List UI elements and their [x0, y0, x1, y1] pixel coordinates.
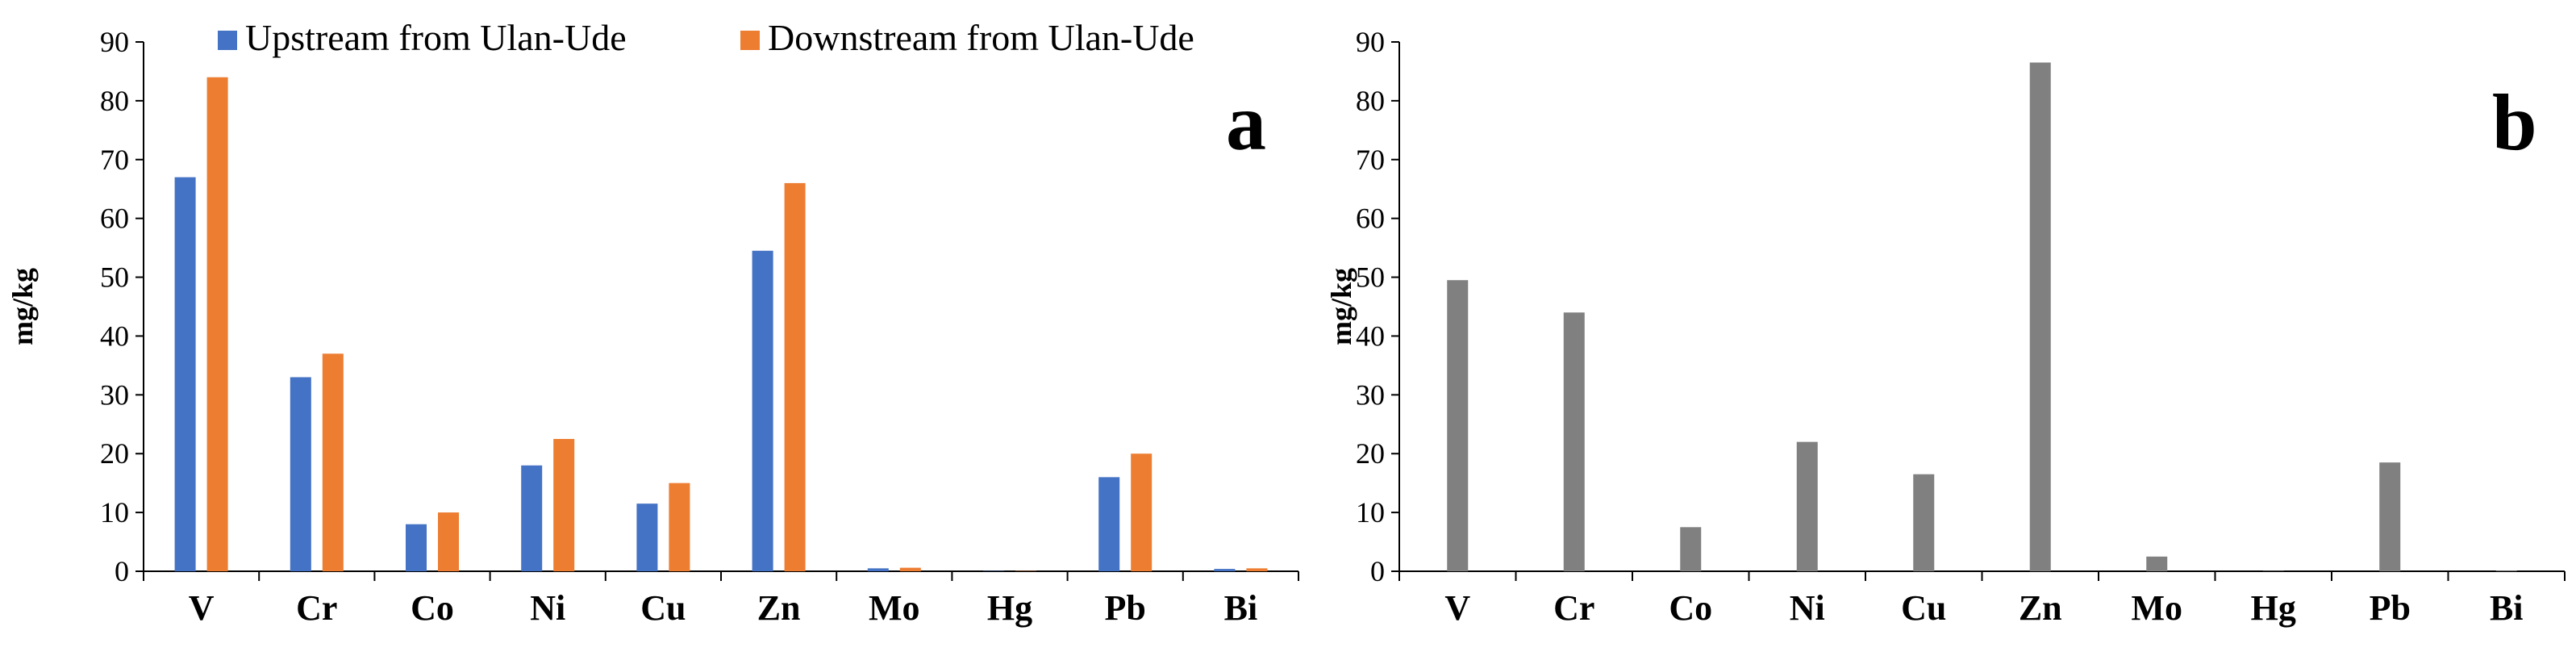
x-category-label: Hg	[987, 588, 1032, 628]
x-category-label: V	[1444, 588, 1470, 628]
bar-mo-series-1	[2146, 556, 2168, 571]
bar-bi-series-1	[1214, 569, 1236, 571]
y-tick-label: 70	[100, 144, 129, 176]
y-tick-label: 60	[100, 203, 129, 235]
y-axis-label: mg/kg	[6, 268, 39, 345]
y-tick-label: 0	[115, 555, 129, 587]
y-tick-label: 80	[100, 85, 129, 117]
x-category-label: Mo	[869, 588, 920, 628]
legend-label: Downstream from Ulan-Ude	[768, 17, 1194, 58]
y-tick-label: 80	[1356, 85, 1385, 117]
x-category-label: Cu	[640, 588, 686, 628]
y-tick-label: 30	[1356, 378, 1385, 411]
bar-cr-series-2	[322, 353, 344, 571]
bar-v-series-1	[174, 177, 196, 571]
bar-co-series-2	[438, 512, 459, 571]
bar-pb-series-1	[1098, 477, 1120, 571]
bar-ni-series-1	[1796, 441, 1818, 571]
x-category-label: Zn	[2019, 588, 2062, 628]
bar-zn-series-1	[2029, 62, 2051, 571]
bar-mo-series-2	[899, 567, 921, 571]
x-category-label: Co	[1669, 588, 1712, 628]
y-tick-label: 90	[100, 26, 129, 58]
panel-label: a	[1226, 77, 1266, 167]
bar-bi-series-1	[2495, 570, 2517, 571]
chart-panel-a: 0 10 20 30 40 50 60 70 80 90 V Cr Co Ni Cu Zn Mo Hg Pb Bi mg…	[6, 17, 1299, 628]
x-category-label: Zn	[757, 588, 801, 628]
bar-cu-series-1	[1913, 474, 1935, 571]
x-category-label: Bi	[2490, 588, 2524, 628]
y-tick-label: 70	[1356, 144, 1385, 176]
bar-v-series-1	[1447, 280, 1469, 571]
y-tick-label: 20	[1356, 437, 1385, 470]
bar-ni-series-2	[553, 439, 575, 571]
x-category-label: Pb	[2370, 588, 2411, 628]
legend-swatch	[218, 31, 237, 50]
y-tick-label: 0	[1370, 555, 1385, 587]
legend-swatch	[740, 31, 760, 50]
bar-zn-series-2	[784, 182, 806, 571]
bar-co-series-1	[406, 524, 427, 571]
y-tick-label: 30	[100, 378, 129, 411]
x-category-label: V	[189, 588, 215, 628]
bar-cr-series-1	[1563, 312, 1585, 571]
legend: Upstream from Ulan-Ude Downstream from Ul…	[218, 17, 1194, 58]
y-tick-label: 60	[1356, 203, 1385, 235]
y-tick-label: 50	[1356, 261, 1385, 294]
x-category-label: Bi	[1224, 588, 1258, 628]
bar-cu-series-1	[636, 503, 658, 571]
chart-panel-b: 0 10 20 30 40 50 60 70 80 90 V Cr Co Ni Cu Zn Mo Hg Pb Bi mg…	[1325, 26, 2566, 628]
x-category-label: Ni	[1790, 588, 1825, 628]
x-category-label: Cr	[1553, 588, 1594, 628]
bar-bi-series-2	[1246, 568, 1268, 571]
y-tick-label: 10	[100, 496, 129, 529]
y-tick-label: 20	[100, 437, 129, 470]
x-category-label: Co	[411, 588, 454, 628]
bar-mo-series-1	[867, 568, 889, 571]
x-category-label: Pb	[1105, 588, 1146, 628]
legend-label: Upstream from Ulan-Ude	[245, 17, 627, 58]
bar-pb-series-1	[2379, 462, 2401, 571]
bar-cr-series-1	[290, 377, 311, 571]
y-axis-label: mg/kg	[1325, 268, 1357, 345]
y-tick-label: 50	[100, 261, 129, 294]
y-tick-label: 90	[1356, 26, 1385, 58]
panel-label: b	[2492, 77, 2537, 167]
bar-pb-series-2	[1131, 453, 1153, 571]
bar-ni-series-1	[521, 465, 543, 571]
y-tick-label: 10	[1356, 496, 1385, 529]
x-category-label: Cr	[296, 588, 337, 628]
x-category-label: Mo	[2131, 588, 2182, 628]
y-tick-label: 40	[1356, 320, 1385, 352]
bar-zn-series-1	[752, 250, 773, 571]
x-category-label: Ni	[530, 588, 565, 628]
y-tick-label: 40	[100, 320, 129, 352]
x-category-label: Cu	[1901, 588, 1946, 628]
bar-v-series-2	[206, 77, 228, 571]
x-category-label: Hg	[2251, 588, 2296, 628]
bar-cu-series-2	[669, 483, 690, 571]
bar-co-series-1	[1680, 527, 1702, 571]
